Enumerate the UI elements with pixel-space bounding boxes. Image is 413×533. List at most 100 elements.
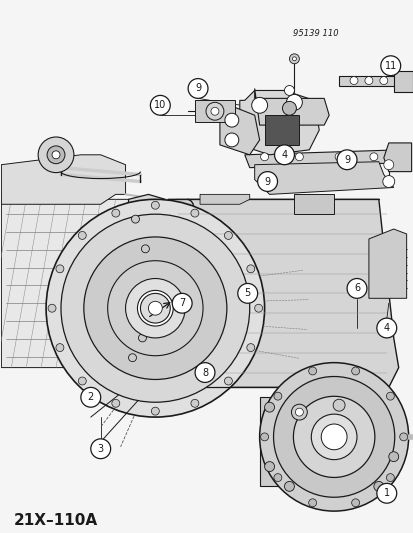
Circle shape (282, 101, 296, 115)
Circle shape (383, 160, 393, 169)
Circle shape (335, 153, 342, 161)
Circle shape (206, 102, 223, 120)
Circle shape (61, 214, 249, 402)
Circle shape (107, 261, 202, 356)
Circle shape (131, 215, 139, 223)
Circle shape (311, 414, 356, 459)
Circle shape (151, 201, 159, 209)
Circle shape (349, 77, 357, 85)
Polygon shape (264, 115, 299, 145)
Polygon shape (383, 143, 411, 172)
Circle shape (373, 481, 383, 491)
Circle shape (284, 85, 294, 95)
Circle shape (188, 78, 207, 99)
Polygon shape (128, 195, 170, 373)
Circle shape (46, 199, 264, 417)
Circle shape (259, 362, 408, 511)
Polygon shape (219, 106, 259, 155)
Circle shape (195, 362, 214, 383)
Circle shape (260, 433, 268, 441)
Circle shape (399, 433, 407, 441)
Circle shape (78, 231, 86, 239)
Polygon shape (254, 88, 328, 125)
Circle shape (148, 301, 162, 315)
Text: 3: 3 (97, 444, 104, 454)
Circle shape (137, 290, 173, 326)
Circle shape (351, 499, 359, 507)
Text: 9: 9 (195, 84, 201, 93)
Text: 95139 110: 95139 110 (293, 29, 338, 37)
Circle shape (292, 57, 296, 61)
Circle shape (172, 293, 192, 313)
Circle shape (47, 146, 65, 164)
Polygon shape (244, 150, 403, 168)
Circle shape (78, 377, 86, 385)
Circle shape (273, 474, 281, 481)
Polygon shape (338, 76, 406, 85)
Circle shape (150, 95, 170, 115)
Circle shape (382, 175, 394, 188)
Circle shape (190, 209, 198, 217)
Circle shape (190, 399, 198, 407)
Circle shape (379, 77, 387, 85)
Circle shape (140, 293, 170, 323)
Circle shape (52, 151, 60, 159)
Circle shape (388, 452, 398, 462)
Circle shape (112, 399, 119, 407)
Circle shape (237, 284, 257, 303)
Circle shape (380, 56, 400, 76)
Circle shape (376, 318, 396, 338)
Circle shape (320, 424, 346, 450)
Circle shape (273, 392, 281, 400)
Circle shape (308, 499, 316, 507)
Circle shape (385, 392, 394, 400)
Circle shape (224, 113, 238, 127)
Circle shape (125, 279, 185, 338)
Circle shape (144, 304, 152, 312)
Text: 10: 10 (154, 100, 166, 110)
Polygon shape (393, 71, 412, 92)
Circle shape (211, 107, 218, 115)
Circle shape (151, 407, 159, 415)
Circle shape (332, 399, 344, 411)
Text: 6: 6 (353, 284, 359, 293)
Text: 5: 5 (244, 288, 250, 298)
Circle shape (141, 245, 149, 253)
Circle shape (224, 377, 232, 385)
Polygon shape (199, 195, 249, 204)
Circle shape (308, 367, 316, 375)
Polygon shape (294, 195, 333, 214)
Text: 7: 7 (178, 298, 185, 308)
Circle shape (385, 474, 394, 481)
Polygon shape (239, 91, 318, 155)
Circle shape (251, 98, 267, 113)
Circle shape (369, 153, 377, 161)
Circle shape (274, 145, 294, 165)
Polygon shape (259, 397, 388, 487)
Circle shape (81, 387, 100, 407)
Polygon shape (1, 199, 155, 368)
Circle shape (246, 265, 254, 273)
Text: 1: 1 (383, 488, 389, 498)
Circle shape (264, 462, 274, 472)
Circle shape (295, 408, 303, 416)
Circle shape (128, 354, 136, 362)
Polygon shape (1, 155, 125, 204)
Text: 8: 8 (202, 368, 208, 377)
Circle shape (260, 153, 268, 161)
Circle shape (38, 137, 74, 173)
Circle shape (364, 77, 372, 85)
Text: 9: 9 (264, 176, 270, 187)
Circle shape (56, 265, 64, 273)
Circle shape (273, 376, 394, 497)
Circle shape (83, 237, 226, 379)
Text: 2: 2 (88, 392, 94, 402)
Circle shape (284, 481, 294, 491)
Circle shape (48, 304, 56, 312)
Circle shape (336, 150, 356, 169)
Circle shape (138, 334, 146, 342)
Circle shape (246, 344, 254, 352)
Circle shape (351, 367, 359, 375)
Circle shape (224, 133, 238, 147)
Text: 21X–110A: 21X–110A (14, 513, 97, 528)
